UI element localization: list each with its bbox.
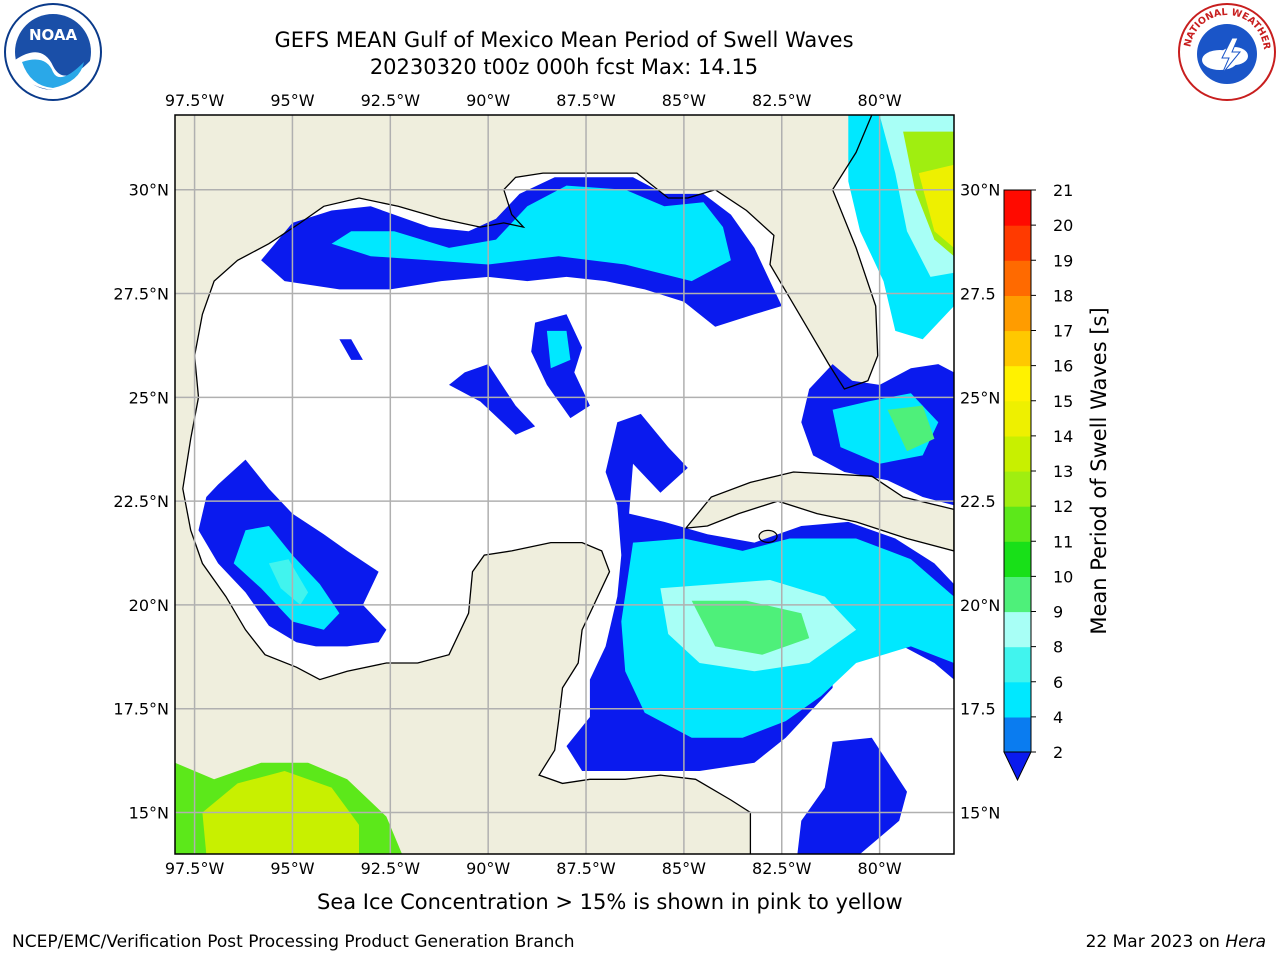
swell-patch-central <box>531 314 590 419</box>
footer-host: Hera <box>1225 932 1266 952</box>
footer-date-text: 22 Mar 2023 on <box>1085 932 1226 952</box>
colorbar-extend-arrow <box>1003 751 1032 782</box>
noaa-logo: NOAA <box>4 3 102 101</box>
noaa-logo-text: NOAA <box>29 26 78 44</box>
map-frame <box>174 114 955 855</box>
colorbar-segment <box>1004 190 1031 226</box>
colorbar-label: Mean Period of Swell Waves [s] <box>1087 307 1111 634</box>
swell-patch-central-core <box>546 330 571 369</box>
colorbar-segment <box>1004 576 1031 613</box>
lat-tick-label-right: 15°N <box>960 803 1000 822</box>
swell-region-campeche-peak <box>268 559 309 605</box>
colorbar-tick-label: 16 <box>1053 357 1073 376</box>
nws-logo: NATIONAL WEATHER SERVICE <box>1176 2 1276 101</box>
lon-tick-label-bottom: 82.5°W <box>752 859 812 878</box>
colorbar-tick-label: 13 <box>1053 462 1073 481</box>
lon-tick-label-bottom: 87.5°W <box>556 859 616 878</box>
swell-region-atlantic-peak <box>918 164 954 248</box>
colorbar-segment <box>1004 330 1031 367</box>
colorbar-segment <box>1004 435 1031 472</box>
graticule <box>175 115 954 854</box>
lat-tick-label-left: 17.5°N <box>113 700 169 719</box>
colorbar-tick-label: 12 <box>1053 497 1073 516</box>
swell-region-north-gulf-core <box>331 185 731 282</box>
lon-tick-label-top: 82.5°W <box>752 91 812 110</box>
lat-tick-label-right: 27.5 <box>960 285 996 304</box>
lon-tick-label-top: 90°W <box>466 91 510 110</box>
colorbar-tick-label: 4 <box>1053 708 1063 727</box>
chart-title: GEFS MEAN Gulf of Mexico Mean Period of … <box>274 28 854 52</box>
colorbar-segment <box>1004 225 1031 261</box>
colorbar-tick-label: 18 <box>1053 286 1073 305</box>
colorbar-tick-label: 14 <box>1053 427 1073 446</box>
lon-tick-label-bottom: 85°W <box>662 859 706 878</box>
colorbar-tick-label: 10 <box>1053 567 1073 586</box>
lon-tick-label-bottom: 92.5°W <box>361 859 421 878</box>
colorbar-tick-label: 8 <box>1053 638 1063 657</box>
colorbar-tick-label: 19 <box>1053 251 1073 270</box>
lon-tick-label-top: 92.5°W <box>361 91 421 110</box>
colorbar-tick-label: 2 <box>1053 743 1063 762</box>
lat-tick-label-left: 30°N <box>129 181 169 200</box>
coastline-mainland <box>182 115 879 854</box>
colorbar-tick-label: 20 <box>1053 216 1073 235</box>
lon-tick-label-bottom: 97.5°W <box>165 859 225 878</box>
colorbar-tick-label: 9 <box>1053 603 1063 622</box>
lon-tick-label-top: 85°W <box>662 91 706 110</box>
lat-tick-label-right: 25°N <box>960 388 1000 407</box>
lon-tick-label-top: 97.5°W <box>165 91 225 110</box>
lat-tick-label-right: 17.5 <box>960 700 996 719</box>
colorbar-tick-label: 21 <box>1053 181 1073 200</box>
swell-patch-west-central <box>449 364 536 435</box>
lat-tick-label-right: 30°N <box>960 181 1000 200</box>
lon-tick-label-bottom: 90°W <box>466 859 510 878</box>
lat-tick-label-left: 27.5°N <box>113 285 169 304</box>
swell-region-bahamas-peak <box>887 405 935 452</box>
lat-tick-label-left: 15°N <box>129 803 169 822</box>
colorbar-tick-label: 17 <box>1053 322 1073 341</box>
lon-tick-label-top: 80°W <box>858 91 902 110</box>
swell-patch-small <box>339 339 363 360</box>
swell-period-field <box>175 115 954 854</box>
swell-region-caribbean-peak <box>691 600 810 655</box>
lon-tick-label-bottom: 95°W <box>270 859 314 878</box>
sea-ice-caption: Sea Ice Concentration > 15% is shown in … <box>317 890 903 914</box>
footer-date: 22 Mar 2023 on Hera <box>1086 932 1266 952</box>
colorbar-segment <box>1004 506 1031 542</box>
colorbar-segment <box>1004 365 1031 402</box>
colorbar: 2 4 6 8 9 10 11 12 13 14 15 16 17 18 19 20 21 Mean Period… <box>1003 181 1111 782</box>
coastline-layer <box>182 115 954 854</box>
colorbar-segment <box>1004 611 1031 648</box>
colorbar-segment <box>1004 471 1031 507</box>
lat-tick-label-left: 22.5°N <box>113 492 169 511</box>
lat-tick-label-right: 22.5 <box>960 492 996 511</box>
lat-tick-label-left: 25°N <box>129 388 169 407</box>
lon-tick-label-top: 87.5°W <box>556 91 616 110</box>
colorbar-tick-label: 11 <box>1053 532 1073 551</box>
colorbar-tick-label: 15 <box>1053 392 1073 411</box>
lat-tick-label-right: 20°N <box>960 596 1000 615</box>
lat-tick-label-left: 20°N <box>129 596 169 615</box>
colorbar-segment <box>1004 260 1031 296</box>
coastline-cuba <box>685 471 954 552</box>
colorbar-segment <box>1004 681 1031 718</box>
chart-subtitle: 20230320 t00z 000h fcst Max: 14.15 <box>369 55 759 79</box>
land-cuba <box>685 472 954 551</box>
axis-tick-labels: 97.5°W 97.5°W 95°W 95°W 92.5°W 92.5°W 90°W 90°W… <box>113 91 1000 878</box>
colorbar-segment <box>1004 295 1031 332</box>
lon-tick-label-top: 95°W <box>270 91 314 110</box>
colorbar-segment <box>1004 646 1031 683</box>
colorbar-segment <box>1004 716 1031 753</box>
colorbar-tick-label: 6 <box>1053 673 1063 692</box>
lon-tick-label-bottom: 80°W <box>858 859 902 878</box>
colorbar-segment <box>1004 541 1031 577</box>
footer-credit: NCEP/EMC/Verification Post Processing Pr… <box>12 932 575 952</box>
colorbar-segment <box>1004 400 1031 437</box>
coastline-isla-juventud <box>758 529 778 543</box>
